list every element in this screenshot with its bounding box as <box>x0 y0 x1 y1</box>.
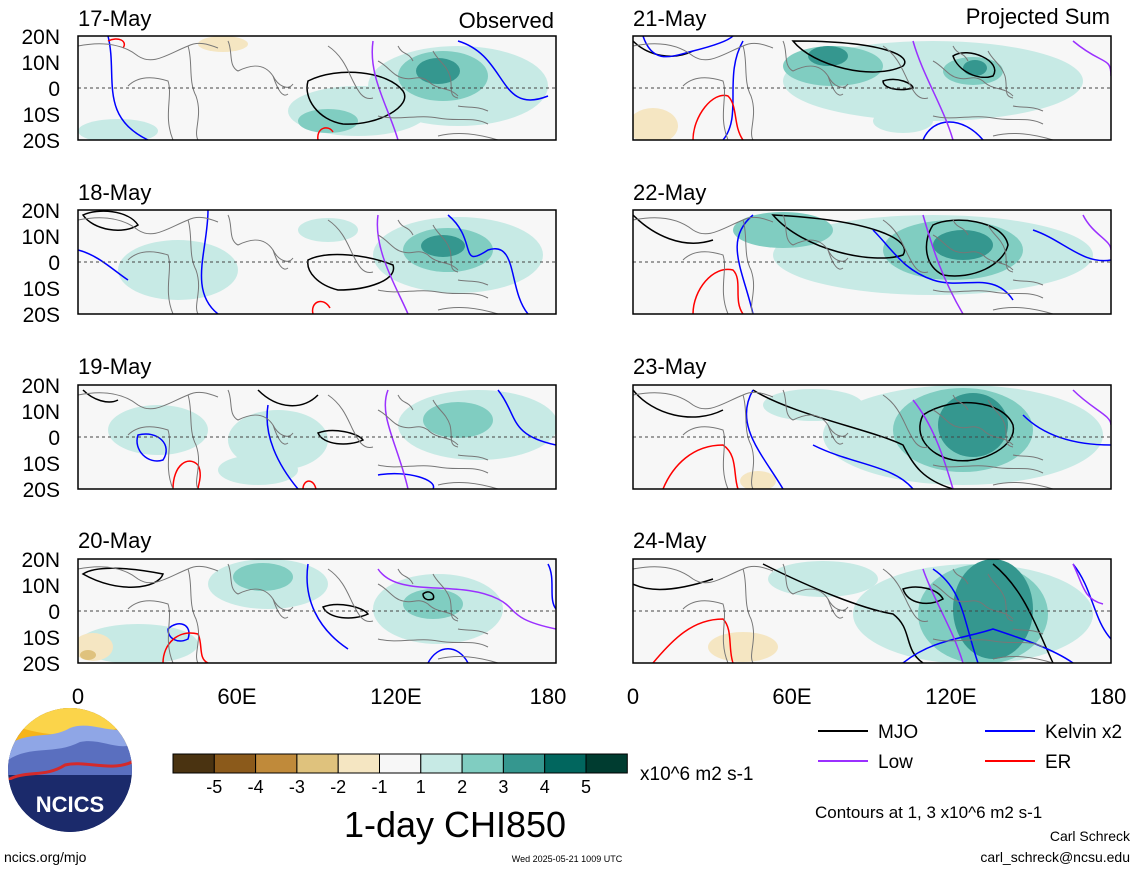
lat-label: 20S <box>23 304 60 327</box>
lat-label: 20N <box>21 375 60 398</box>
colorbar-swatch <box>172 753 215 774</box>
colorbar-tick-label: -5 <box>206 777 222 797</box>
map-panel <box>77 35 557 141</box>
colorbar-swatch <box>296 753 339 774</box>
lat-axis: 20N 10N 0 10S 20S 20N 10N 0 10S 20S 20N … <box>21 26 60 676</box>
legend-label: ER <box>1045 752 1071 773</box>
lat-label: 20N <box>21 200 60 223</box>
observed-label: Observed <box>459 8 554 33</box>
colorbar-tick-label: -4 <box>248 777 264 797</box>
lat-label: 10S <box>23 104 60 127</box>
lon-label: 60E <box>772 684 811 709</box>
colorbar-tick-label: -3 <box>289 777 305 797</box>
lat-label: 20S <box>23 479 60 502</box>
panel-date: 17-May <box>78 6 151 31</box>
map-panel <box>632 384 1112 490</box>
colorbar-tick-label: 1 <box>416 777 426 797</box>
colorbar-tick-label: 4 <box>540 777 550 797</box>
colorbar-swatch <box>337 753 381 774</box>
colorbar-units: x10^6 m2 s-1 <box>640 764 753 785</box>
lat-label: 10S <box>23 278 60 301</box>
map-panel <box>632 209 1112 315</box>
lon-label: 0 <box>72 684 84 709</box>
author: Carl Schreck <box>1050 828 1131 844</box>
site-link[interactable]: ncics.org/mjo <box>4 849 87 865</box>
contour-legend: MJO Kelvin x2 Low ER <box>818 722 1122 773</box>
map-panel <box>77 209 557 315</box>
lat-label: 10N <box>21 52 60 75</box>
panel-date: 18-May <box>78 180 151 205</box>
panel-date: 23-May <box>633 354 706 379</box>
colorbar-tick-label: -2 <box>330 777 346 797</box>
legend-label: Low <box>878 752 913 773</box>
colorbar-tick-label: 5 <box>581 777 591 797</box>
lat-label: 20S <box>23 130 60 153</box>
panel-date: 19-May <box>78 354 151 379</box>
panel-date: 24-May <box>633 528 706 553</box>
panel-date: 22-May <box>633 180 706 205</box>
lat-label: 10N <box>21 226 60 249</box>
contours-note: Contours at 1, 3 x10^6 m2 s-1 <box>815 803 1042 822</box>
legend-label: Kelvin x2 <box>1045 722 1122 743</box>
map-panel <box>632 35 1112 141</box>
lon-label: 60E <box>217 684 256 709</box>
lat-label: 10S <box>23 453 60 476</box>
colorbar-title: 1-day CHI850 <box>344 804 566 845</box>
colorbar-swatch <box>585 753 628 774</box>
lon-label: 120E <box>370 684 421 709</box>
lon-axis: 0 60E 120E 180 0 60E 120E 180 <box>72 684 1126 709</box>
panel-date: 20-May <box>78 528 151 553</box>
lat-label: 10N <box>21 575 60 598</box>
colorbar: -5 -4 -3 -2 -1 1 2 3 4 5 <box>172 753 628 797</box>
lat-label: 10N <box>21 401 60 424</box>
author-email: carl_schreck@ncsu.edu <box>980 849 1130 865</box>
colorbar-swatch <box>461 753 504 774</box>
lon-label: 120E <box>925 684 976 709</box>
colorbar-swatch <box>502 753 546 774</box>
colorbar-swatch <box>420 753 463 774</box>
colorbar-swatch <box>213 753 257 774</box>
lat-label: 10S <box>23 627 60 650</box>
lon-label: 0 <box>627 684 639 709</box>
colorbar-tick-label: 2 <box>457 777 467 797</box>
lat-label: 20N <box>21 26 60 49</box>
ncics-logo-icon: NCICS <box>8 708 132 832</box>
map-panel <box>77 558 557 664</box>
lat-label: 20S <box>23 653 60 676</box>
lat-label: 20N <box>21 549 60 572</box>
map-panel <box>77 384 557 490</box>
colorbar-tick-label: 3 <box>498 777 508 797</box>
colorbar-swatch <box>255 753 298 774</box>
lon-label: 180 <box>1090 684 1127 709</box>
logo-text: NCICS <box>36 792 104 817</box>
lat-label: 0 <box>48 252 60 275</box>
lon-label: 180 <box>530 684 567 709</box>
map-panel <box>632 558 1112 664</box>
colorbar-swatch <box>379 753 422 774</box>
lat-label: 0 <box>48 78 60 101</box>
colorbar-tick-label: -1 <box>371 777 387 797</box>
lat-label: 0 <box>48 427 60 450</box>
timestamp: Wed 2025-05-21 1009 UTC <box>512 854 623 864</box>
panel-date: 21-May <box>633 6 706 31</box>
colorbar-swatch <box>544 753 587 774</box>
lat-label: 0 <box>48 601 60 624</box>
legend-label: MJO <box>878 722 918 743</box>
projected-label: Projected Sum <box>966 4 1110 29</box>
